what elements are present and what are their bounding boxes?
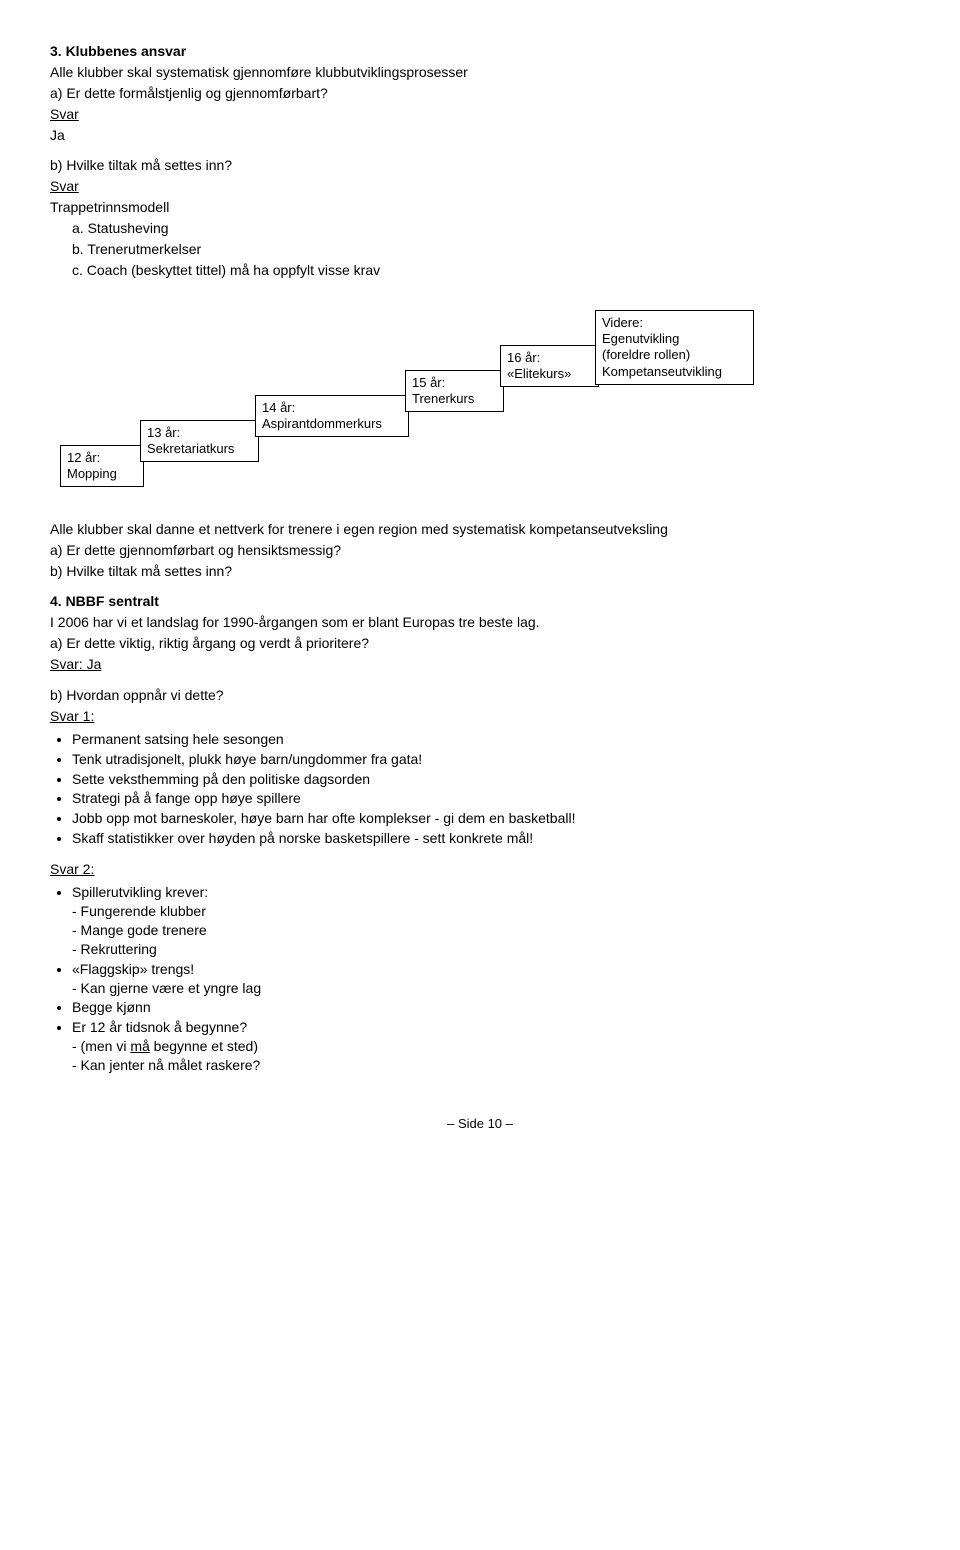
- svar-ja-label: Svar: Ja: [50, 655, 910, 674]
- sublist-a: a. Statusheving: [72, 219, 910, 238]
- step-12-l2: Mopping: [67, 466, 117, 481]
- svar-label-2: Svar: [50, 177, 910, 196]
- svar2-label: Svar 2:: [50, 860, 910, 879]
- list-item: Tenk utradisjonelt, plukk høye barn/ungd…: [72, 750, 910, 769]
- trappetrinnsmodell: Trappetrinnsmodell: [50, 198, 910, 217]
- q-a2: a) Er dette gjennomførbart og hensiktsme…: [50, 541, 910, 560]
- list-item-text: Spillerutvikling krever:: [72, 884, 208, 900]
- list-item: «Flaggskip» trengs! - Kan gjerne være et…: [72, 960, 910, 998]
- sub-line: - Fungerende klubber: [72, 902, 910, 921]
- svar2-list: Spillerutvikling krever: - Fungerende kl…: [72, 883, 910, 1075]
- step-videre-l2: Egenutvikling: [602, 331, 679, 346]
- step-14-l2: Aspirantdommerkurs: [262, 416, 382, 431]
- step-12: 12 år: Mopping: [60, 445, 144, 488]
- sub-line: - Mange gode trenere: [72, 921, 910, 940]
- page-footer: – Side 10 –: [50, 1115, 910, 1133]
- step-videre-l3: (foreldre rollen): [602, 347, 690, 362]
- list-item: Permanent satsing hele sesongen: [72, 730, 910, 749]
- svar-label-1: Svar: [50, 105, 910, 124]
- step-16: 16 år: «Elitekurs»: [500, 345, 599, 388]
- q-b2: b) Hvilke tiltak må settes inn?: [50, 562, 910, 581]
- section-3-heading: 3. Klubbenes ansvar: [50, 42, 910, 61]
- intro-line-1: Alle klubber skal systematisk gjennomfør…: [50, 63, 910, 82]
- step-videre: Videre: Egenutvikling (foreldre rollen) …: [595, 310, 754, 385]
- list-item: Begge kjønn: [72, 998, 910, 1017]
- sub-line: - Kan gjerne være et yngre lag: [72, 979, 910, 998]
- step-15-l2: Trenerkurs: [412, 391, 474, 406]
- sublist-b: b. Trenerutmerkelser: [72, 240, 910, 259]
- section-4-heading: 4. NBBF sentralt: [50, 592, 910, 611]
- q-a3: a) Er dette viktig, riktig årgang og ver…: [50, 634, 910, 653]
- step-13: 13 år: Sekretariatkurs: [140, 420, 259, 463]
- step-videre-l1: Videre:: [602, 315, 643, 330]
- list-item: Jobb opp mot barneskoler, høye barn har …: [72, 809, 910, 828]
- q-b1: b) Hvilke tiltak må settes inn?: [50, 156, 910, 175]
- step-14-l1: 14 år:: [262, 400, 295, 415]
- sub-line: - (men vi må begynne et sted): [72, 1037, 910, 1056]
- q-b3: b) Hvordan oppnår vi dette?: [50, 686, 910, 705]
- svar-ja-1: Ja: [50, 126, 910, 145]
- list-item-text: Er 12 år tidsnok å begynne?: [72, 1019, 247, 1035]
- list-item: Spillerutvikling krever: - Fungerende kl…: [72, 883, 910, 959]
- network-line: Alle klubber skal danne et nettverk for …: [50, 520, 910, 539]
- step-16-l2: «Elitekurs»: [507, 366, 571, 381]
- list-item-text: «Flaggskip» trengs!: [72, 961, 194, 977]
- step-13-l2: Sekretariatkurs: [147, 441, 234, 456]
- landslag-line: I 2006 har vi et landslag for 1990-årgan…: [50, 613, 910, 632]
- step-14: 14 år: Aspirantdommerkurs: [255, 395, 409, 438]
- sub-line: - Kan jenter nå målet raskere?: [72, 1056, 910, 1075]
- step-15: 15 år: Trenerkurs: [405, 370, 504, 413]
- list-item: Sette veksthemming på den politiske dags…: [72, 770, 910, 789]
- step-videre-l4: Kompetanseutvikling: [602, 364, 722, 379]
- list-item: Strategi på å fange opp høye spillere: [72, 789, 910, 808]
- list-item: Skaff statistikker over høyden på norske…: [72, 829, 910, 848]
- svar1-list: Permanent satsing hele sesongen Tenk utr…: [72, 730, 910, 848]
- sublist-c: c. Coach (beskyttet tittel) må ha oppfyl…: [72, 261, 910, 280]
- list-item: Er 12 år tidsnok å begynne? - (men vi må…: [72, 1018, 910, 1075]
- step-16-l1: 16 år:: [507, 350, 540, 365]
- staircase-diagram: 12 år: Mopping 13 år: Sekretariatkurs 14…: [60, 310, 910, 490]
- q-a1: a) Er dette formålstjenlig og gjennomfør…: [50, 84, 910, 103]
- step-13-l1: 13 år:: [147, 425, 180, 440]
- step-15-l1: 15 år:: [412, 375, 445, 390]
- step-12-l1: 12 år:: [67, 450, 100, 465]
- sub-line: - Rekruttering: [72, 940, 910, 959]
- svar1-label: Svar 1:: [50, 707, 910, 726]
